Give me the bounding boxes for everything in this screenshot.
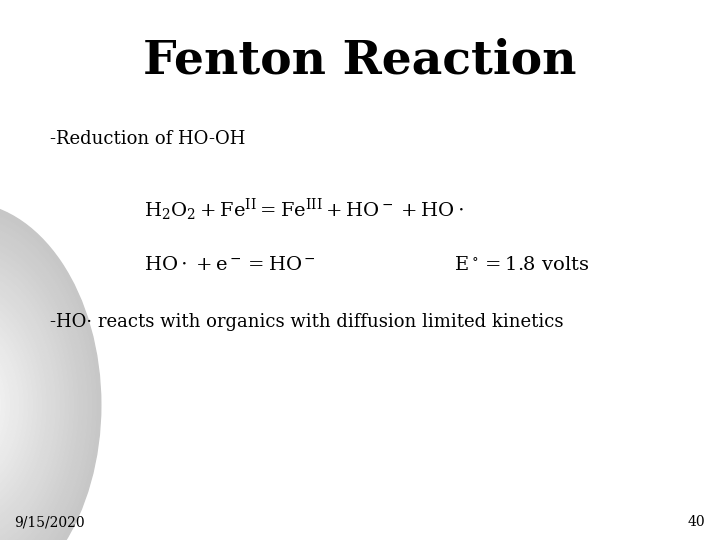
Ellipse shape bbox=[0, 256, 64, 540]
Ellipse shape bbox=[0, 263, 60, 540]
Ellipse shape bbox=[0, 284, 46, 526]
Ellipse shape bbox=[0, 230, 83, 540]
Ellipse shape bbox=[0, 345, 5, 465]
Ellipse shape bbox=[0, 276, 50, 534]
Text: $\mathregular{E^\circ = 1.8\ volts}$: $\mathregular{E^\circ = 1.8\ volts}$ bbox=[454, 256, 589, 274]
Ellipse shape bbox=[0, 303, 32, 507]
Ellipse shape bbox=[0, 297, 37, 513]
Ellipse shape bbox=[0, 317, 23, 492]
Ellipse shape bbox=[0, 222, 87, 540]
Text: 9/15/2020: 9/15/2020 bbox=[14, 515, 85, 529]
Ellipse shape bbox=[0, 216, 91, 540]
Ellipse shape bbox=[0, 270, 55, 540]
Ellipse shape bbox=[0, 243, 73, 540]
Ellipse shape bbox=[0, 324, 19, 486]
Ellipse shape bbox=[0, 249, 69, 540]
Ellipse shape bbox=[0, 338, 9, 472]
Text: -HO· reacts with organics with diffusion limited kinetics: -HO· reacts with organics with diffusion… bbox=[50, 313, 564, 331]
Text: 40: 40 bbox=[688, 515, 706, 529]
Ellipse shape bbox=[0, 209, 96, 540]
Text: $\mathregular{H_2O_2 + Fe^{II} = Fe^{III} + HO^- + HO\cdot}$: $\mathregular{H_2O_2 + Fe^{II} = Fe^{III… bbox=[144, 197, 464, 224]
Text: Fenton Reaction: Fenton Reaction bbox=[143, 38, 577, 84]
Text: $\mathregular{HO\cdot + e^- = HO^-}$: $\mathregular{HO\cdot + e^- = HO^-}$ bbox=[144, 256, 316, 274]
Ellipse shape bbox=[0, 237, 78, 540]
Text: -Reduction of HO-OH: -Reduction of HO-OH bbox=[50, 130, 246, 147]
Ellipse shape bbox=[0, 310, 28, 500]
Ellipse shape bbox=[0, 330, 14, 480]
Ellipse shape bbox=[0, 202, 101, 540]
Ellipse shape bbox=[0, 291, 42, 519]
